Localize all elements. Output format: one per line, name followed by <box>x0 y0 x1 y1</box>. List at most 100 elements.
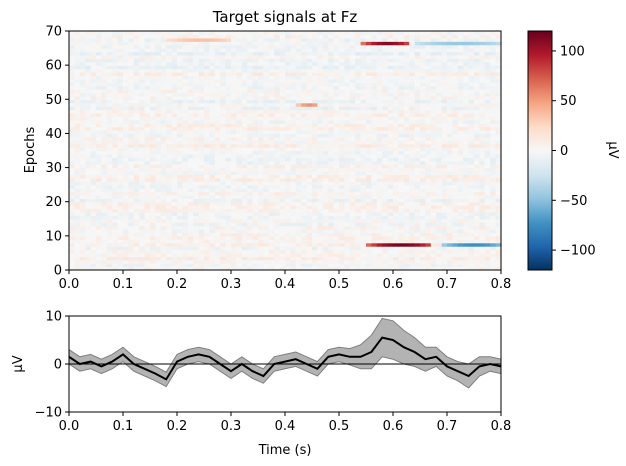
heatmap-cell <box>236 157 243 162</box>
heatmap-cell <box>106 109 113 114</box>
heatmap-cell <box>117 126 124 131</box>
heatmap-cell <box>274 164 281 169</box>
heatmap-cell <box>295 119 302 124</box>
heatmap-cell <box>387 99 394 104</box>
heatmap-cell <box>312 85 318 90</box>
heatmap-cell <box>306 266 313 271</box>
heatmap-cell <box>295 252 302 257</box>
heatmap-cell <box>398 239 405 244</box>
heatmap-cell <box>193 75 200 80</box>
heatmap-cell <box>441 246 448 251</box>
heatmap-cell <box>322 119 329 124</box>
heatmap-cell <box>85 116 92 121</box>
heatmap-cell <box>312 130 318 135</box>
heatmap-cell <box>355 208 362 213</box>
heatmap-cell <box>236 246 243 251</box>
heatmap-cell <box>420 218 426 223</box>
heatmap-cell <box>117 235 124 240</box>
heatmap-cell <box>393 119 399 124</box>
heatmap-cell <box>128 92 135 97</box>
heatmap-cell <box>279 242 286 247</box>
heatmap-cell <box>279 218 286 223</box>
heatmap-cell <box>420 242 426 247</box>
heatmap-cell <box>160 246 167 251</box>
heatmap-cell <box>468 78 475 83</box>
heatmap-cell <box>263 143 270 148</box>
heatmap-cell <box>247 201 254 206</box>
heatmap-cell <box>139 184 146 189</box>
heatmap-cell <box>177 140 183 145</box>
heatmap-cell <box>252 58 259 63</box>
heatmap-cell <box>409 215 416 220</box>
heatmap-cell <box>198 174 205 179</box>
heatmap-cell <box>339 85 345 90</box>
heatmap-cell <box>457 235 464 240</box>
heatmap-cell <box>484 75 491 80</box>
heatmap-cell <box>214 232 221 237</box>
heatmap-cell <box>112 136 119 141</box>
heatmap-cell <box>133 99 140 104</box>
heatmap-cell <box>198 252 205 257</box>
heatmap-cell <box>225 191 232 196</box>
heatmap-cell <box>209 177 216 182</box>
heatmap-cell <box>263 198 270 203</box>
heatmap-cell <box>328 177 335 182</box>
heatmap-cell <box>209 85 216 90</box>
heatmap-cell <box>241 211 248 216</box>
heatmap-cell <box>128 160 135 165</box>
heatmap-cell <box>236 95 243 100</box>
heatmap-cell <box>79 191 86 196</box>
heatmap-cell <box>101 194 108 199</box>
heatmap-cell <box>133 246 140 251</box>
heatmap-cell <box>420 246 426 251</box>
heatmap-cell <box>301 229 308 234</box>
heatmap-cell <box>193 89 200 94</box>
heatmap-cell <box>123 143 129 148</box>
heatmap-cell <box>198 82 205 87</box>
heatmap-cell <box>274 194 281 199</box>
heatmap-cell <box>436 188 443 193</box>
heatmap-cell <box>128 174 135 179</box>
heatmap-cell <box>452 109 459 114</box>
heatmap-cell <box>490 78 497 83</box>
heatmap-cell <box>133 143 140 148</box>
heatmap-cell <box>247 150 254 155</box>
heatmap-cell <box>317 106 324 111</box>
heatmap-cell <box>225 259 232 264</box>
heatmap-cell <box>166 249 173 254</box>
heatmap-cell <box>463 150 470 155</box>
heatmap-cell <box>79 112 86 117</box>
heatmap-cell <box>193 71 200 76</box>
heatmap-cell <box>123 198 129 203</box>
heatmap-cell <box>117 102 124 107</box>
heatmap-cell <box>436 82 443 87</box>
heatmap-cell <box>436 235 443 240</box>
heatmap-cell <box>333 109 340 114</box>
heatmap-cell <box>263 235 270 240</box>
heatmap-cell <box>69 61 75 66</box>
heatmap-cell <box>247 198 254 203</box>
heatmap-cell <box>312 61 318 66</box>
heatmap-cell <box>79 229 86 234</box>
heatmap-cell <box>457 82 464 87</box>
heatmap-cell <box>366 58 372 63</box>
heatmap-cell <box>474 225 480 230</box>
heatmap-cell <box>225 229 232 234</box>
heatmap-cell <box>366 184 372 189</box>
heatmap-cell <box>139 126 146 131</box>
heatmap-cell <box>479 109 486 114</box>
heatmap-cell <box>452 99 459 104</box>
heatmap-cell <box>312 126 318 131</box>
heatmap-cell <box>133 259 140 264</box>
heatmap-cell <box>490 167 497 172</box>
heatmap-cell <box>457 263 464 268</box>
heatmap-cell <box>436 136 443 141</box>
heatmap-cell <box>193 170 200 175</box>
heatmap-cell <box>317 143 324 148</box>
heatmap-cell <box>360 211 367 216</box>
heatmap-cell <box>382 174 389 179</box>
heatmap-cell <box>403 75 410 80</box>
heatmap-cell <box>447 136 453 141</box>
heatmap-cell <box>344 68 351 73</box>
heatmap-cell <box>474 58 480 63</box>
